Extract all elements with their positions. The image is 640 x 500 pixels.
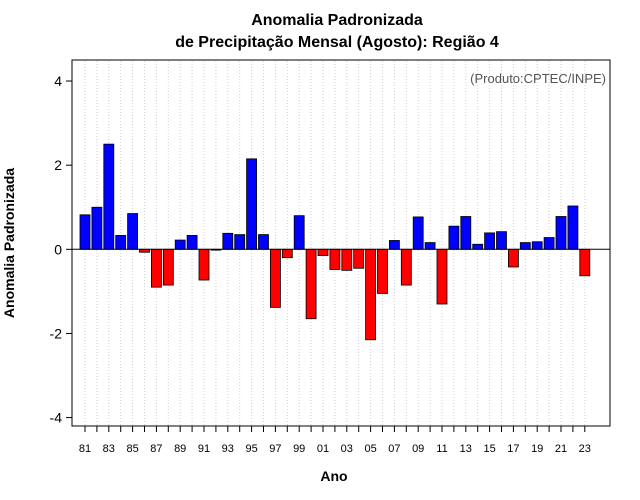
x-tick-label: 95	[245, 443, 257, 455]
y-tick-label: 0	[54, 241, 62, 257]
bar-01	[317, 248, 329, 257]
y-tick-label: -4	[50, 410, 63, 426]
x-tick-label: 83	[103, 443, 115, 455]
y-tick-label: 4	[54, 73, 62, 89]
bar-13	[460, 216, 472, 250]
x-tick-label: 03	[341, 443, 353, 455]
grid	[84, 61, 586, 425]
x-tick-label: 91	[198, 443, 210, 455]
bar-06	[377, 248, 388, 294]
x-tick-label: 89	[174, 443, 186, 455]
x-tick-label: 23	[579, 443, 591, 455]
bar-11	[436, 248, 448, 305]
bar-82	[91, 206, 103, 250]
bar-96	[258, 234, 269, 250]
x-tick-label: 17	[507, 443, 519, 455]
bar-20	[543, 237, 555, 250]
bar-93	[222, 232, 234, 250]
bar-03	[341, 248, 353, 271]
bar-12	[448, 225, 460, 250]
x-tick-label: 87	[150, 443, 162, 455]
x-tick-label: 05	[364, 443, 376, 455]
y-axis-label: Anomalia Padronizada	[1, 168, 17, 318]
bar-97	[269, 248, 281, 308]
bar-08	[400, 248, 412, 286]
y-tick-label: -2	[50, 325, 63, 341]
bar-19	[531, 241, 543, 250]
bar-14	[472, 243, 484, 250]
x-tick-label: 13	[460, 443, 472, 455]
bar-84	[115, 235, 127, 250]
bar-89	[174, 239, 186, 250]
bar-81	[79, 214, 91, 250]
bar-21	[555, 216, 567, 250]
bar-05	[365, 248, 377, 341]
x-tick-label: 85	[126, 443, 138, 455]
bar-94	[234, 234, 246, 250]
bar-83	[103, 143, 115, 250]
chart-title-line-2: de Precipitação Mensal (Agosto): Região …	[175, 34, 499, 51]
bar-16	[496, 231, 507, 250]
x-axis-label: Ano	[320, 468, 347, 484]
bar-95	[246, 158, 258, 250]
x-tick-label: 21	[555, 443, 567, 455]
x-tick-label: 09	[412, 443, 424, 455]
x-tick-label: 19	[531, 443, 543, 455]
x-axis: 81 83 85 87 89 91 93 95 97 99 01 03 05 07 09 11 13 15 17 19…	[79, 426, 591, 455]
bar-10	[424, 242, 436, 250]
plot-frame	[71, 59, 611, 427]
bar-99	[293, 215, 305, 250]
bar-23	[579, 248, 591, 277]
x-tick-label: 81	[79, 443, 91, 455]
annotation: (Produto:CPTEC/INPE)	[470, 71, 606, 86]
chart-title-line-1: Anomalia Padronizada	[251, 12, 423, 29]
bar-09	[412, 216, 424, 250]
bar-22	[567, 205, 579, 250]
bar-85	[127, 213, 138, 250]
x-tick-label: 11	[436, 443, 447, 455]
bar-87	[150, 248, 162, 288]
bar-98	[281, 248, 293, 259]
x-tick-label: 07	[388, 443, 400, 455]
bar-88	[162, 248, 174, 286]
x-tick-label: 01	[317, 443, 329, 455]
x-tick-label: 99	[293, 443, 305, 455]
bar-91	[198, 248, 210, 281]
bar-15	[484, 232, 496, 250]
bar-90	[186, 235, 198, 250]
x-tick-label: 15	[483, 443, 495, 455]
bar-00	[305, 248, 317, 320]
bar-02	[329, 248, 341, 270]
bars	[79, 143, 591, 341]
y-tick-label: 2	[54, 157, 62, 173]
bar-18	[519, 242, 531, 250]
bar-07	[388, 240, 400, 250]
bar-04	[353, 248, 365, 269]
y-axis: -4 -2 0 2 4	[50, 73, 72, 426]
x-tick-label: 97	[269, 443, 281, 455]
x-tick-label: 93	[222, 443, 234, 455]
bar-17	[507, 248, 519, 268]
